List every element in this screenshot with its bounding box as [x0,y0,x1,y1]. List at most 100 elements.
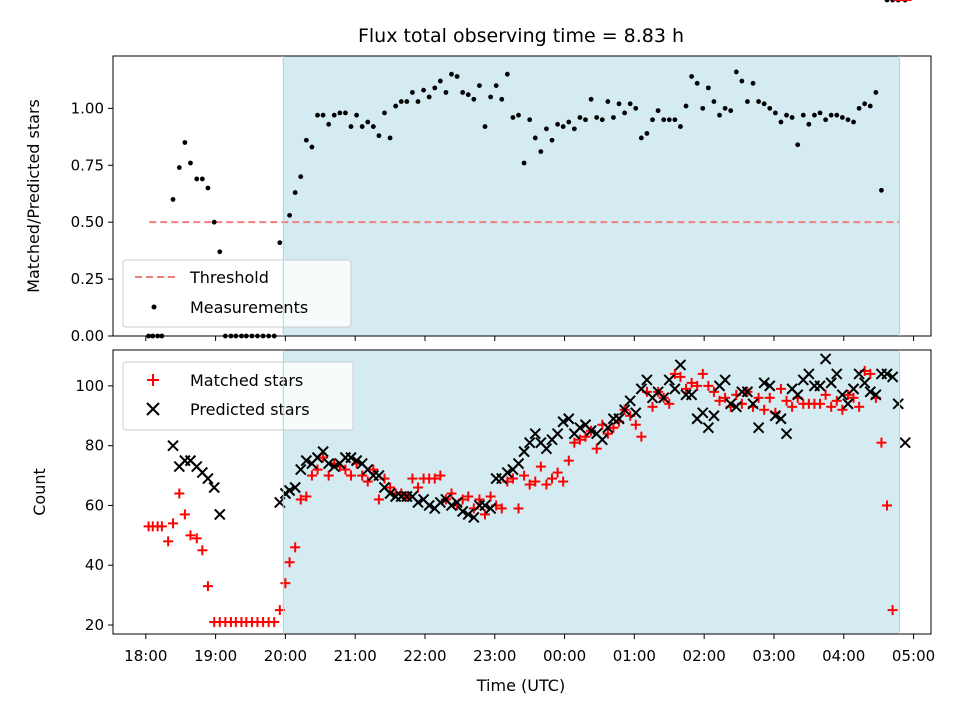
predicted-point-b [669,383,681,395]
matched-point [318,452,329,463]
predicted-point-b [685,389,698,401]
predicted-point-b [362,463,374,476]
predicted-point-b [322,457,335,470]
predicted-point [456,505,469,518]
measurement-point [627,101,633,107]
predicted-point [328,460,340,473]
predicted-point [814,380,826,392]
measurement-point [510,115,516,120]
measurement-point [354,112,359,118]
measurement-point [694,80,700,86]
measurement-point [182,140,188,145]
measurement-point [873,90,879,95]
matched-point [156,521,167,532]
predicted-point-b [814,380,826,392]
measurement-point [605,99,611,104]
predicted-point-b [345,451,357,464]
predicted-point [317,445,329,458]
legend-predicted-swatch [146,402,160,416]
measurement-point [795,142,801,148]
matched-point [764,392,775,403]
predicted-point-b [697,407,709,419]
predicted-point-b [590,427,603,440]
matched-point [647,401,658,412]
predicted-point [179,454,191,467]
matched-point [580,431,591,442]
y-tick-label: 100 [75,377,104,395]
measurement-point [421,87,426,93]
matched-point [191,533,202,544]
matched-point [474,494,485,505]
measurement-point [348,124,354,129]
measurement-point [577,115,583,120]
measurement-point [298,174,304,180]
predicted-point-b [328,460,340,473]
measurement-point [449,71,454,77]
matched-point [480,509,491,520]
matched-point [524,479,535,490]
matched-point [519,470,530,481]
predicted-point-b [858,377,871,389]
predicted-point-b [641,374,653,386]
measurement-point [823,117,829,123]
predicted-point [557,416,569,428]
measurement-point [471,96,477,102]
measurement-point [784,112,789,118]
predicted-point [501,466,514,479]
measurement-point [700,105,706,111]
matched-point [558,476,569,487]
predicted-point-b [551,427,564,440]
x-tick-label: 22:00 [403,647,446,665]
matched-point [692,380,703,391]
measurement-point [331,112,337,118]
matched-point [163,536,174,547]
matched-point [569,437,580,448]
matched-point [513,503,524,514]
predicted-point-b [899,436,911,449]
matched-point [775,383,786,394]
predicted-point-b [864,386,876,398]
measurement-point [516,112,521,118]
predicted-point [764,380,776,392]
legend-predicted-label: Predicted stars [190,400,310,419]
predicted-point [434,496,447,509]
predicted-point-b [563,413,575,425]
predicted-point-b [803,368,815,380]
predicted-point-b [300,454,313,467]
matched-point [446,488,457,499]
matched-point [686,377,697,388]
measurement-point [315,112,320,118]
measurement-point [839,115,845,120]
predicted-point [462,508,474,521]
measurement-point [326,121,332,127]
matched-point [323,470,334,481]
matched-point [865,368,876,379]
matched-point [681,383,692,394]
measurement-point [728,108,734,114]
matched-point [669,368,680,379]
x-tick-label: 00:00 [543,647,586,665]
y-tick-label: 40 [85,556,104,574]
matched-point [463,491,474,502]
matched-point [842,389,853,400]
top-panel: 0.00 0.25 0.50 0.75 1.00 Matched/Predicted s… [24,0,932,345]
top-legend-box [122,259,352,328]
bottom-axes-frame [112,349,932,635]
predicted-point-b [373,469,385,482]
predicted-point-b [295,463,307,476]
matched-point [373,494,384,505]
measurement-point [465,92,471,98]
measurement-point [633,105,639,111]
measurement-point [611,115,616,120]
legend-measurements-label: Measurements [190,298,308,317]
measurement-point [337,110,343,116]
measurement-point [437,78,443,84]
predicted-point-b [462,508,474,521]
predicted-point-b [202,472,214,485]
matched-point [563,455,574,466]
predicted-point-b [602,422,614,434]
predicted-point [669,383,681,395]
predicted-point [322,457,335,470]
matched-point [174,488,185,499]
bottom-shaded-region [283,350,900,634]
